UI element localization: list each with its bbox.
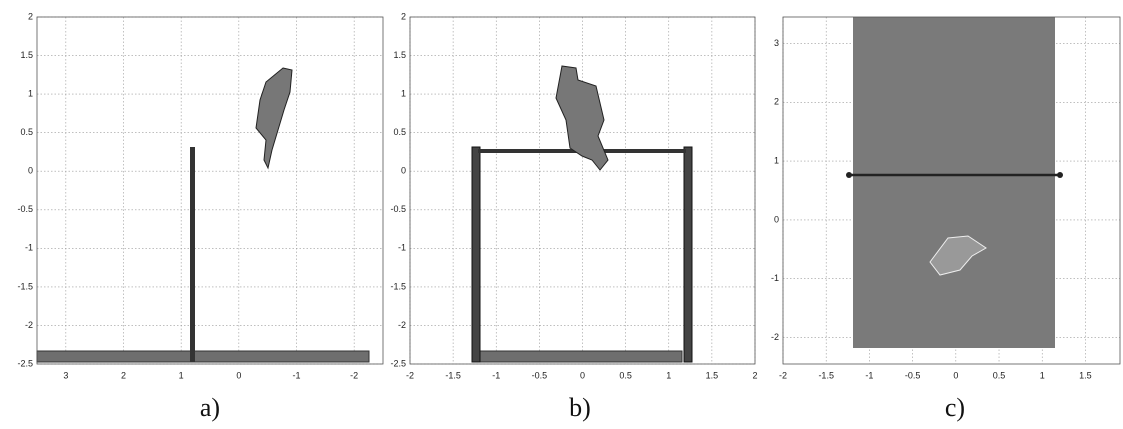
upright bbox=[472, 147, 480, 362]
x-tick-label: -2 bbox=[350, 370, 358, 380]
y-tick-label: -2 bbox=[25, 320, 33, 330]
y-tick-label: -2 bbox=[771, 332, 779, 342]
y-tick-label: 3 bbox=[774, 38, 779, 48]
upright bbox=[684, 147, 692, 362]
y-tick-label: -1 bbox=[25, 243, 33, 253]
x-tick-label: 0 bbox=[953, 370, 958, 380]
y-tick-label: 1 bbox=[28, 88, 33, 98]
scene-c bbox=[846, 17, 1063, 348]
figure: a) b) c) 3210-1-2-2.5-2-1.5-1-0.500.511.… bbox=[0, 0, 1123, 429]
x-tick-label: -2 bbox=[779, 370, 787, 380]
x-tick-label: -0.5 bbox=[905, 370, 921, 380]
x-tick-label: 0 bbox=[236, 370, 241, 380]
y-tick-label: -1.5 bbox=[390, 281, 406, 291]
y-tick-label: 1 bbox=[401, 88, 406, 98]
x-tick-label: 2 bbox=[121, 370, 126, 380]
y-tick-label: 1 bbox=[774, 155, 779, 165]
y-tick-label: -2.5 bbox=[390, 358, 406, 368]
caption: b) bbox=[569, 393, 591, 422]
y-tick-label: -0.5 bbox=[17, 204, 33, 214]
x-tick-label: 3 bbox=[63, 370, 68, 380]
y-tick-label: -2.5 bbox=[17, 358, 33, 368]
mat bbox=[853, 17, 1055, 348]
y-tick-label: 0.5 bbox=[20, 127, 33, 137]
floor bbox=[480, 351, 682, 362]
x-tick-label: 1.5 bbox=[1079, 370, 1092, 380]
bar-end bbox=[1057, 172, 1063, 178]
x-tick-label: 1 bbox=[1040, 370, 1045, 380]
x-tick-label: 2 bbox=[752, 370, 757, 380]
y-tick-label: -1 bbox=[398, 243, 406, 253]
y-tick-label: 2 bbox=[28, 11, 33, 21]
x-tick-label: 0 bbox=[580, 370, 585, 380]
y-tick-label: 1.5 bbox=[20, 50, 33, 60]
caption: c) bbox=[945, 393, 965, 422]
y-tick-label: 2 bbox=[774, 97, 779, 107]
x-tick-label: 0.5 bbox=[993, 370, 1006, 380]
upright bbox=[190, 147, 195, 362]
x-tick-label: -1.5 bbox=[445, 370, 461, 380]
y-tick-label: -2 bbox=[398, 320, 406, 330]
x-tick-label: -1.5 bbox=[818, 370, 834, 380]
y-tick-label: 0.5 bbox=[393, 127, 406, 137]
y-tick-label: 0 bbox=[774, 214, 779, 224]
plot-area bbox=[37, 17, 383, 364]
y-tick-label: -0.5 bbox=[390, 204, 406, 214]
x-tick-label: 0.5 bbox=[619, 370, 632, 380]
y-tick-label: 1.5 bbox=[393, 50, 406, 60]
y-tick-label: 0 bbox=[401, 166, 406, 176]
x-tick-label: 1 bbox=[666, 370, 671, 380]
x-tick-label: 1 bbox=[179, 370, 184, 380]
floor bbox=[37, 351, 369, 362]
x-tick-label: 1.5 bbox=[706, 370, 719, 380]
caption: a) bbox=[200, 393, 220, 422]
y-tick-label: -1.5 bbox=[17, 281, 33, 291]
x-tick-label: -1 bbox=[292, 370, 300, 380]
x-tick-label: -2 bbox=[406, 370, 414, 380]
x-tick-label: -1 bbox=[492, 370, 500, 380]
x-tick-label: -0.5 bbox=[532, 370, 548, 380]
y-tick-label: -1 bbox=[771, 273, 779, 283]
y-tick-label: 0 bbox=[28, 166, 33, 176]
x-tick-label: -1 bbox=[865, 370, 873, 380]
y-tick-label: 2 bbox=[401, 11, 406, 21]
bar-end bbox=[846, 172, 852, 178]
